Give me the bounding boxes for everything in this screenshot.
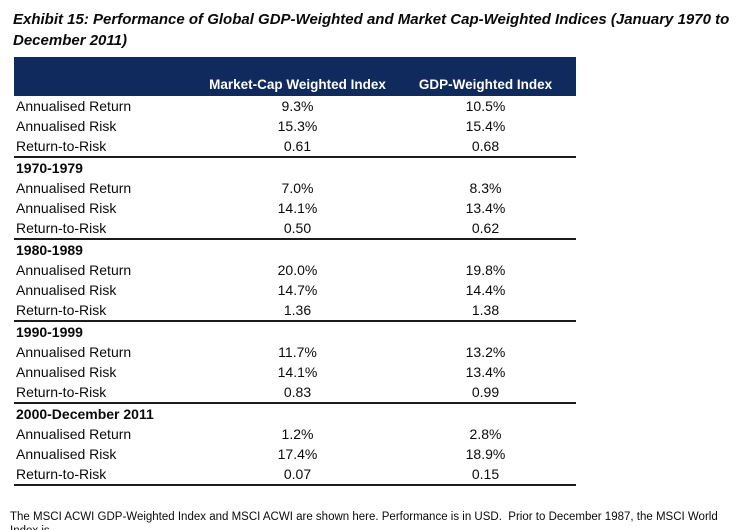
- market-cap-value: 9.3%: [281, 98, 314, 114]
- metric-label: Return-to-Risk: [16, 384, 107, 400]
- header-gdp-label: GDP-Weighted Index: [395, 57, 576, 96]
- gdp-value: 13.4%: [465, 364, 506, 380]
- market-cap-value: 7.0%: [281, 180, 314, 196]
- table-row: Annualised Risk 15.3% 15.4%: [14, 116, 576, 136]
- period-row: 1970-1979: [14, 156, 576, 178]
- market-cap-value: 14.1%: [277, 200, 318, 216]
- gdp-value: 8.3%: [469, 180, 502, 196]
- metric-label: Annualised Risk: [16, 118, 117, 134]
- market-cap-value: 14.1%: [277, 364, 318, 380]
- market-cap-value: 0.61: [283, 138, 312, 154]
- table-row: Return-to-Risk 0.07 0.15: [14, 464, 576, 486]
- market-cap-value: 0.50: [283, 220, 312, 236]
- table-row: Annualised Risk 17.4% 18.9%: [14, 444, 576, 464]
- metric-label: Annualised Return: [16, 262, 132, 278]
- table-header-row: Market-Cap Weighted Index GDP-Weighted I…: [14, 57, 576, 96]
- period-row: 2000-December 2011: [14, 402, 576, 424]
- metric-label: Annualised Risk: [16, 200, 117, 216]
- metric-label: Annualised Return: [16, 344, 132, 360]
- market-cap-value: 15.3%: [277, 118, 318, 134]
- market-cap-value: 20.0%: [277, 262, 318, 278]
- table-row: Annualised Risk 14.1% 13.4%: [14, 362, 576, 382]
- header-blank-cell: [14, 57, 200, 96]
- gdp-value: 0.62: [471, 220, 500, 236]
- table-row: Annualised Risk 14.7% 14.4%: [14, 280, 576, 300]
- metric-label: Annualised Return: [16, 180, 132, 196]
- gdp-value: 13.2%: [465, 344, 506, 360]
- period-label: 2000-December 2011: [14, 402, 576, 424]
- gdp-value: 19.8%: [465, 262, 506, 278]
- gdp-value: 0.15: [395, 464, 576, 486]
- table-row: Annualised Return 20.0% 19.8%: [14, 260, 576, 280]
- exhibit-title-line-2: December 2011): [13, 32, 127, 49]
- table-row: Return-to-Risk 0.61 0.68: [14, 136, 576, 157]
- period-label: 1990-1999: [14, 320, 576, 342]
- exhibit-title: Exhibit 15: Performance of Global GDP-We…: [13, 9, 733, 51]
- exhibit-title-line-1: Exhibit 15: Performance of Global GDP-We…: [13, 11, 730, 28]
- table-row: Annualised Return 9.3% 10.5%: [14, 96, 576, 116]
- gdp-value: 0.99: [471, 384, 500, 400]
- metric-label: Annualised Risk: [16, 446, 117, 462]
- period-row: 1980-1989: [14, 238, 576, 260]
- metric-label: Return-to-Risk: [16, 220, 107, 236]
- table-row: Return-to-Risk 0.50 0.62: [14, 218, 576, 239]
- market-cap-value: 11.7%: [278, 344, 317, 360]
- market-cap-value: 17.4%: [277, 446, 318, 462]
- market-cap-value: 14.7%: [277, 282, 318, 298]
- table-row: Annualised Return 11.7% 13.2%: [14, 342, 576, 362]
- metric-label: Return-to-Risk: [16, 138, 107, 154]
- performance-table: Market-Cap Weighted Index GDP-Weighted I…: [14, 57, 576, 486]
- table-row: Annualised Return 7.0% 8.3%: [14, 178, 576, 198]
- gdp-value: 10.5%: [465, 98, 506, 114]
- table-row: Return-to-Risk 1.36 1.38: [14, 300, 576, 321]
- gdp-value: 14.4%: [465, 282, 506, 298]
- period-label: 1970-1979: [14, 156, 576, 178]
- gdp-value: 13.4%: [465, 200, 506, 216]
- market-cap-value: 0.83: [283, 384, 312, 400]
- gdp-value: 18.9%: [465, 446, 506, 462]
- gdp-value: 0.68: [471, 138, 500, 154]
- period-row: 1990-1999: [14, 320, 576, 342]
- period-label: 1980-1989: [14, 238, 576, 260]
- table-row: Annualised Risk 14.1% 13.4%: [14, 198, 576, 218]
- header-market-cap-label: Market-Cap Weighted Index: [200, 57, 395, 96]
- table-row: Return-to-Risk 0.83 0.99: [14, 382, 576, 403]
- gdp-value: 2.8%: [469, 426, 502, 442]
- gdp-value: 1.38: [471, 302, 500, 318]
- table-row: Annualised Return 1.2% 2.8%: [14, 424, 576, 444]
- metric-label: Annualised Risk: [16, 364, 117, 380]
- gdp-value: 15.4%: [465, 118, 506, 134]
- metric-label: Annualised Return: [16, 426, 132, 442]
- metric-label: Return-to-Risk: [14, 464, 200, 486]
- market-cap-value: 1.36: [283, 302, 312, 318]
- metric-label: Annualised Risk: [16, 282, 117, 298]
- footnote: The MSCI ACWI GDP-Weighted Index and MSC…: [10, 484, 740, 530]
- market-cap-value: 1.2%: [281, 426, 314, 442]
- footnote-line-1: The MSCI ACWI GDP-Weighted Index and MSC…: [10, 511, 718, 530]
- metric-label: Annualised Return: [16, 98, 132, 114]
- market-cap-value: 0.07: [200, 464, 395, 486]
- metric-label: Return-to-Risk: [16, 302, 107, 318]
